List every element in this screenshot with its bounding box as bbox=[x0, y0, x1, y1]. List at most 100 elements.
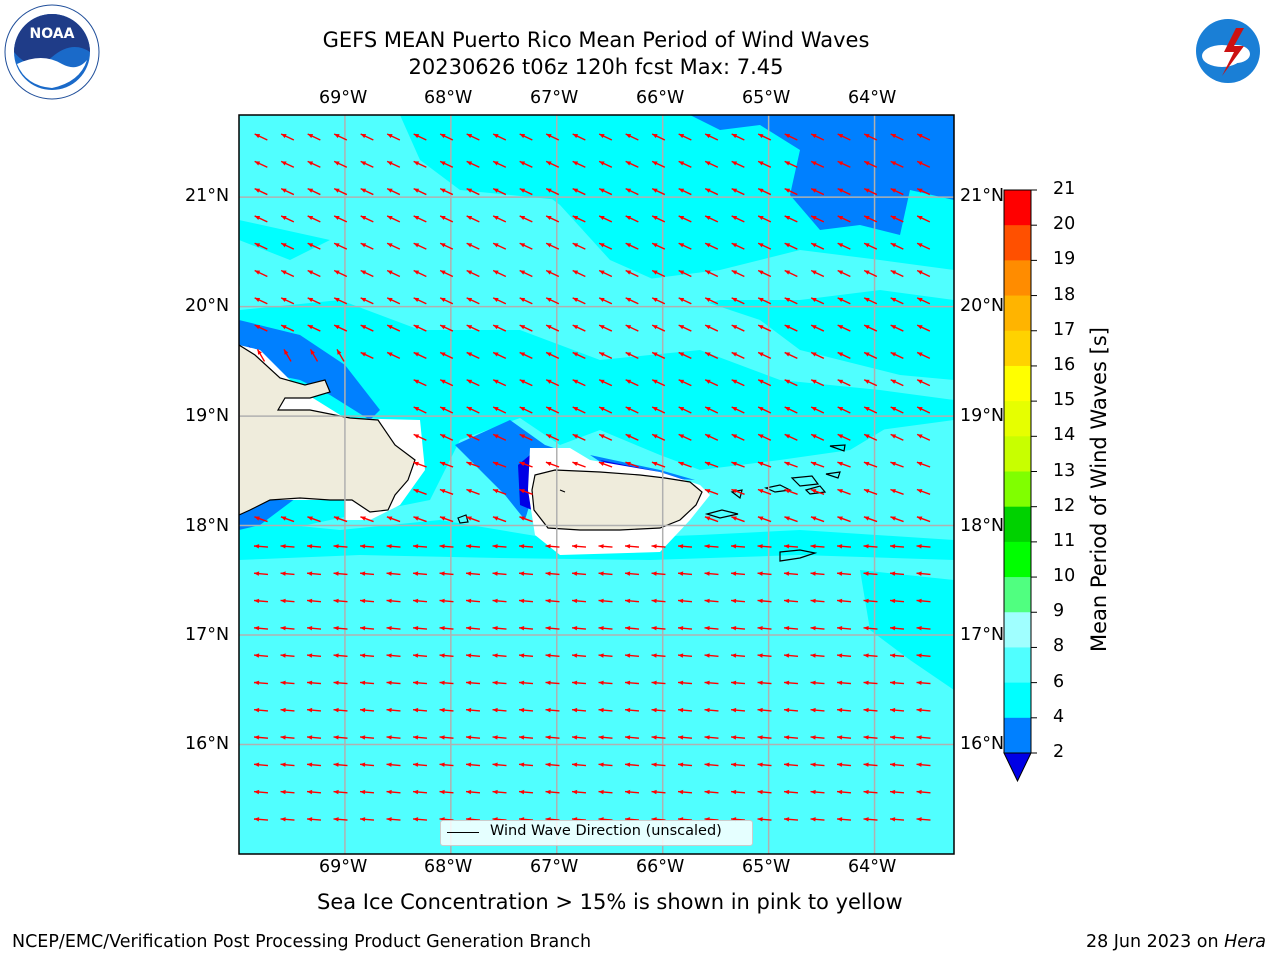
wind-vector-head bbox=[837, 188, 844, 193]
wind-vector-head bbox=[678, 680, 684, 686]
wind-vector-head bbox=[492, 516, 499, 521]
wind-vector-head bbox=[731, 325, 738, 330]
wind-vector-head bbox=[811, 407, 817, 412]
wind-vector-head bbox=[916, 516, 923, 521]
wind-vector-head bbox=[704, 680, 710, 686]
wind-vector-head bbox=[413, 516, 419, 521]
colorbar-tick-label: 13 bbox=[1053, 460, 1076, 481]
wind-vector-head bbox=[440, 325, 446, 330]
map-gridlines bbox=[239, 115, 954, 854]
wind-vector-head bbox=[625, 352, 632, 357]
wind-vector-head bbox=[413, 707, 419, 713]
lat-label-right: 18°N bbox=[960, 516, 1005, 536]
wind-vector-head bbox=[837, 461, 843, 466]
wind-vector-head bbox=[652, 270, 658, 275]
wind-vector-head bbox=[916, 789, 922, 795]
wind-vector-head bbox=[333, 817, 339, 822]
wind-vector-head bbox=[678, 407, 685, 412]
wind-vector-head bbox=[545, 598, 551, 604]
wind-vector-head bbox=[572, 707, 578, 713]
wind-vector-head bbox=[625, 707, 631, 713]
wind-vector-head bbox=[864, 325, 870, 330]
wind-vector-head bbox=[493, 297, 499, 302]
wind-vector-head bbox=[678, 762, 684, 767]
wind-vector-head bbox=[811, 243, 817, 248]
wind-vector-head bbox=[254, 789, 260, 795]
wind-vector-head bbox=[360, 571, 366, 576]
wind-vector-head bbox=[758, 243, 764, 248]
wind-vector-head bbox=[863, 516, 870, 521]
wind-vector-head bbox=[731, 434, 738, 439]
wind-vector-head bbox=[519, 735, 525, 740]
wind-vector-head bbox=[598, 571, 604, 576]
wind-vector-head bbox=[307, 215, 314, 221]
colorbar-segment bbox=[1004, 682, 1031, 719]
wind-vector-head bbox=[439, 489, 446, 494]
wind-vector-head bbox=[280, 680, 286, 686]
wind-vector-head bbox=[651, 571, 657, 576]
wind-vector-head bbox=[705, 161, 711, 166]
wind-vector-head bbox=[519, 544, 525, 549]
wind-vector-head bbox=[493, 188, 499, 193]
lat-label-right: 17°N bbox=[960, 625, 1005, 645]
wind-vector-head bbox=[652, 215, 658, 221]
wind-vector-head bbox=[439, 626, 445, 631]
wind-vector-head bbox=[466, 762, 472, 767]
wind-vector-head bbox=[546, 325, 552, 330]
wind-vector-head bbox=[731, 571, 737, 576]
wind-vector-head bbox=[917, 325, 923, 330]
wind-vector-head bbox=[360, 817, 366, 822]
wind-vector-head bbox=[519, 434, 526, 439]
wind-vector-head bbox=[731, 161, 738, 166]
wind-vector-head bbox=[413, 680, 419, 686]
wind-vector-head bbox=[387, 325, 393, 330]
wind-vector-head bbox=[492, 707, 498, 713]
wind-vector-head bbox=[731, 789, 737, 795]
wind-vector-head bbox=[864, 161, 870, 166]
wind-vector-head bbox=[599, 325, 605, 330]
wind-vector-head bbox=[678, 161, 685, 166]
wind-vector-head bbox=[811, 379, 817, 384]
wind-vector-head bbox=[731, 243, 738, 248]
wind-vector-head bbox=[784, 489, 790, 494]
wind-vector-head bbox=[705, 297, 711, 302]
wind-vector-head bbox=[387, 161, 393, 166]
wind-vector-head bbox=[864, 434, 870, 439]
footer-date: 28 Jun 2023 on Hera bbox=[1086, 932, 1266, 952]
wind-vector-head bbox=[811, 352, 817, 357]
colorbar-segment bbox=[1004, 190, 1031, 226]
wind-vector-head bbox=[678, 461, 684, 466]
wind-vector-head bbox=[493, 134, 499, 139]
wind-vector-head bbox=[280, 789, 286, 795]
wind-vector-head bbox=[334, 297, 340, 302]
wind-vector-head bbox=[678, 188, 685, 193]
wind-vector-head bbox=[625, 325, 632, 330]
wind-vector-head bbox=[307, 516, 313, 521]
wind-vector-head bbox=[466, 707, 472, 713]
wind-vector-head bbox=[599, 188, 605, 193]
wind-vector-head bbox=[492, 735, 498, 740]
wind-vector-head bbox=[572, 379, 579, 384]
wind-vector-head bbox=[863, 680, 869, 686]
wind-vector-head bbox=[890, 789, 896, 795]
wind-vector-head bbox=[254, 544, 260, 549]
wind-vector-head bbox=[625, 215, 632, 221]
wind-vector-head bbox=[440, 215, 446, 221]
wind-vector-head bbox=[307, 134, 314, 139]
wind-vector-head bbox=[466, 544, 472, 549]
lat-label-right: 16°N bbox=[960, 734, 1005, 754]
wind-vector-head bbox=[413, 461, 419, 466]
wind-vector-head bbox=[625, 188, 632, 193]
legend-label: Wind Wave Direction (unscaled) bbox=[490, 823, 722, 839]
wind-vector-head bbox=[466, 325, 473, 330]
wind-vector-head bbox=[360, 735, 366, 740]
wind-vector-head bbox=[307, 789, 313, 795]
wind-vector-head bbox=[651, 461, 658, 466]
wind-vector-head bbox=[811, 297, 817, 302]
wind-vector-head bbox=[572, 188, 579, 193]
wind-vector-head bbox=[864, 352, 870, 357]
wind-vector-head bbox=[890, 134, 897, 139]
wind-vector-head bbox=[492, 598, 498, 604]
